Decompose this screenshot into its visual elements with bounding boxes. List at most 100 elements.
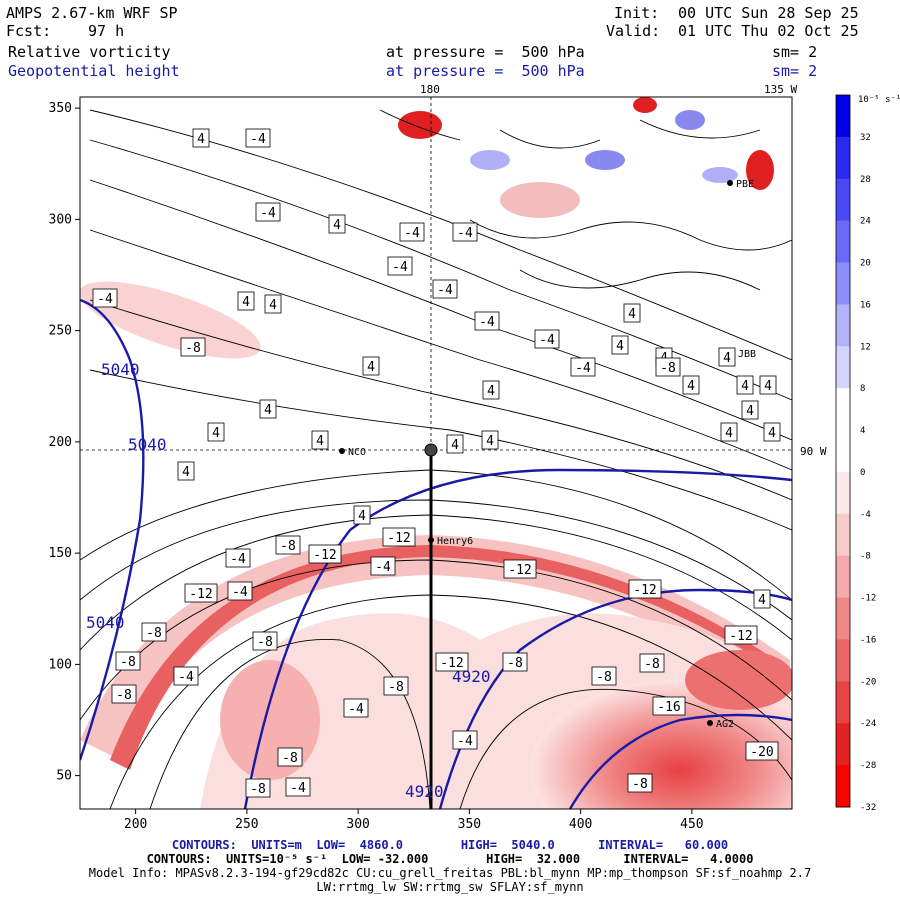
vorticity-label-box: [115, 651, 141, 671]
vorticity-label: -16: [657, 700, 680, 715]
vorticity-label-box: [503, 559, 537, 579]
vorticity-label: -12: [633, 583, 656, 598]
x-tick-label: 300: [346, 817, 369, 832]
vorticity-label: 4: [741, 379, 749, 394]
colorbar-level: 24: [860, 217, 871, 227]
vorticity-label: -8: [596, 670, 612, 685]
vorticity-label: 4: [367, 360, 375, 375]
vorticity-label: -4: [457, 734, 473, 749]
colorbar-level: 32: [860, 133, 871, 143]
vorticity-band-northwest: [80, 281, 261, 359]
forecast-value: 97 h: [88, 22, 125, 40]
vorticity-label: 4: [725, 426, 733, 441]
colorbar-swatch: [836, 388, 850, 431]
vorticity-label: -8: [257, 635, 273, 650]
vorticity-label-box: [177, 461, 195, 481]
vorticity-label-box: [741, 400, 759, 420]
vorticity-label: -4: [575, 361, 591, 376]
field1-smooth: sm= 2: [772, 43, 818, 61]
colorbar-swatch: [836, 723, 850, 766]
field2-name: Geopotential height: [8, 62, 180, 80]
vorticity-label-box: [362, 356, 380, 376]
vorticity-label-box: [736, 375, 754, 395]
station-pbe: PBE: [736, 179, 754, 190]
vorticity-label: 4: [746, 404, 754, 419]
station-markers: NCO Henry6 AG2 JBB PBE: [339, 179, 756, 730]
station-nco: NCO: [348, 447, 366, 458]
colorbar-level: -32: [860, 803, 876, 813]
vorticity-label-box: [343, 698, 369, 718]
vorticity-label: -4: [348, 702, 364, 717]
vorticity-max-south: [530, 680, 792, 809]
vorticity-label-box: [328, 214, 346, 234]
vorticity-label: -8: [116, 688, 132, 703]
vorticity-label: -12: [387, 531, 410, 546]
colorbar-level: 8: [860, 384, 865, 394]
vorticity-label-box: [627, 773, 653, 793]
vorticity-label-box: [502, 652, 528, 672]
init-label: Init:: [614, 4, 660, 22]
vorticity-label-box: [682, 375, 700, 395]
y-tick-label: 250: [49, 324, 72, 339]
colorbar-level: -16: [860, 635, 876, 645]
vorticity-label: 4: [212, 426, 220, 441]
station-nco-dot: [339, 448, 345, 454]
vorticity-label: 4: [264, 403, 272, 418]
vorticity-noise-north: [398, 97, 774, 218]
height-label: 4920: [452, 667, 491, 686]
y-tick-label: 100: [49, 657, 72, 672]
vorticity-label-box: [474, 311, 500, 331]
valid-value: 01 UTC Thu 02 Oct 25: [678, 22, 859, 40]
station-ag2-dot: [707, 720, 713, 726]
colorbar-level: 16: [860, 300, 871, 310]
y-axis: 350 300 250 200 150 100 50: [49, 101, 80, 784]
vorticity-label-box: [173, 666, 199, 686]
vorticity-label: -12: [313, 548, 336, 563]
vorticity-label: -4: [290, 781, 306, 796]
vorticity-label-box: [446, 434, 464, 454]
colorbar-level: -28: [860, 761, 876, 771]
vorticity-label-box: [399, 222, 425, 242]
colorbar-level: 4: [860, 426, 865, 436]
colorbar-swatch: [836, 262, 850, 305]
vorticity-label: 4: [616, 339, 624, 354]
y-tick-label: 300: [49, 212, 72, 227]
vorticity-label-box: [432, 279, 458, 299]
vorticity-label: -12: [729, 629, 752, 644]
station-henry-dot: [428, 537, 434, 543]
colorbar-swatch: [836, 765, 850, 808]
valid-label: Valid:: [606, 22, 661, 40]
south-pole-marker: [424, 443, 438, 457]
vorticity-label-box: [370, 556, 396, 576]
vorticity-label-box: [639, 653, 665, 673]
vorticity-label-box: [311, 430, 329, 450]
vorticity-label-box: [184, 583, 218, 603]
x-axis: 200 250 300 350 400 450: [124, 809, 704, 832]
colorbar-swatch: [836, 597, 850, 640]
footer-model-info: Model Info: MPASv8.2.3-194-gf29cd82c CU:…: [88, 866, 812, 880]
vorticity-label: 4: [197, 132, 205, 147]
colorbar-frame: [835, 94, 851, 808]
vorticity-label: 4: [768, 426, 776, 441]
colorbar-level: -8: [860, 552, 871, 562]
vorticity-label-box: [277, 747, 303, 767]
vorticity-label: -8: [282, 751, 298, 766]
station-jbb: JBB: [738, 349, 756, 360]
station-henry: Henry6: [437, 536, 473, 547]
vorticity-label-box: [259, 399, 277, 419]
colorbar-swatch: [836, 136, 850, 180]
vorticity-label: -8: [146, 626, 162, 641]
vorticity-label-box: [534, 329, 560, 349]
vorticity-label-box: [264, 294, 282, 314]
vorticity-label: -4: [97, 292, 113, 307]
vorticity-max-west: [220, 660, 320, 780]
y-tick-label: 200: [49, 435, 72, 450]
vorticity-label: 4: [451, 438, 459, 453]
vorticity-label-box: [753, 589, 771, 609]
y-tick-label: 150: [49, 546, 72, 561]
vorticity-label-box: [285, 777, 311, 797]
vorticity-label: 4: [758, 593, 766, 608]
field2-level: at pressure = 500 hPa: [386, 62, 585, 80]
vorticity-label-box: [92, 288, 118, 308]
